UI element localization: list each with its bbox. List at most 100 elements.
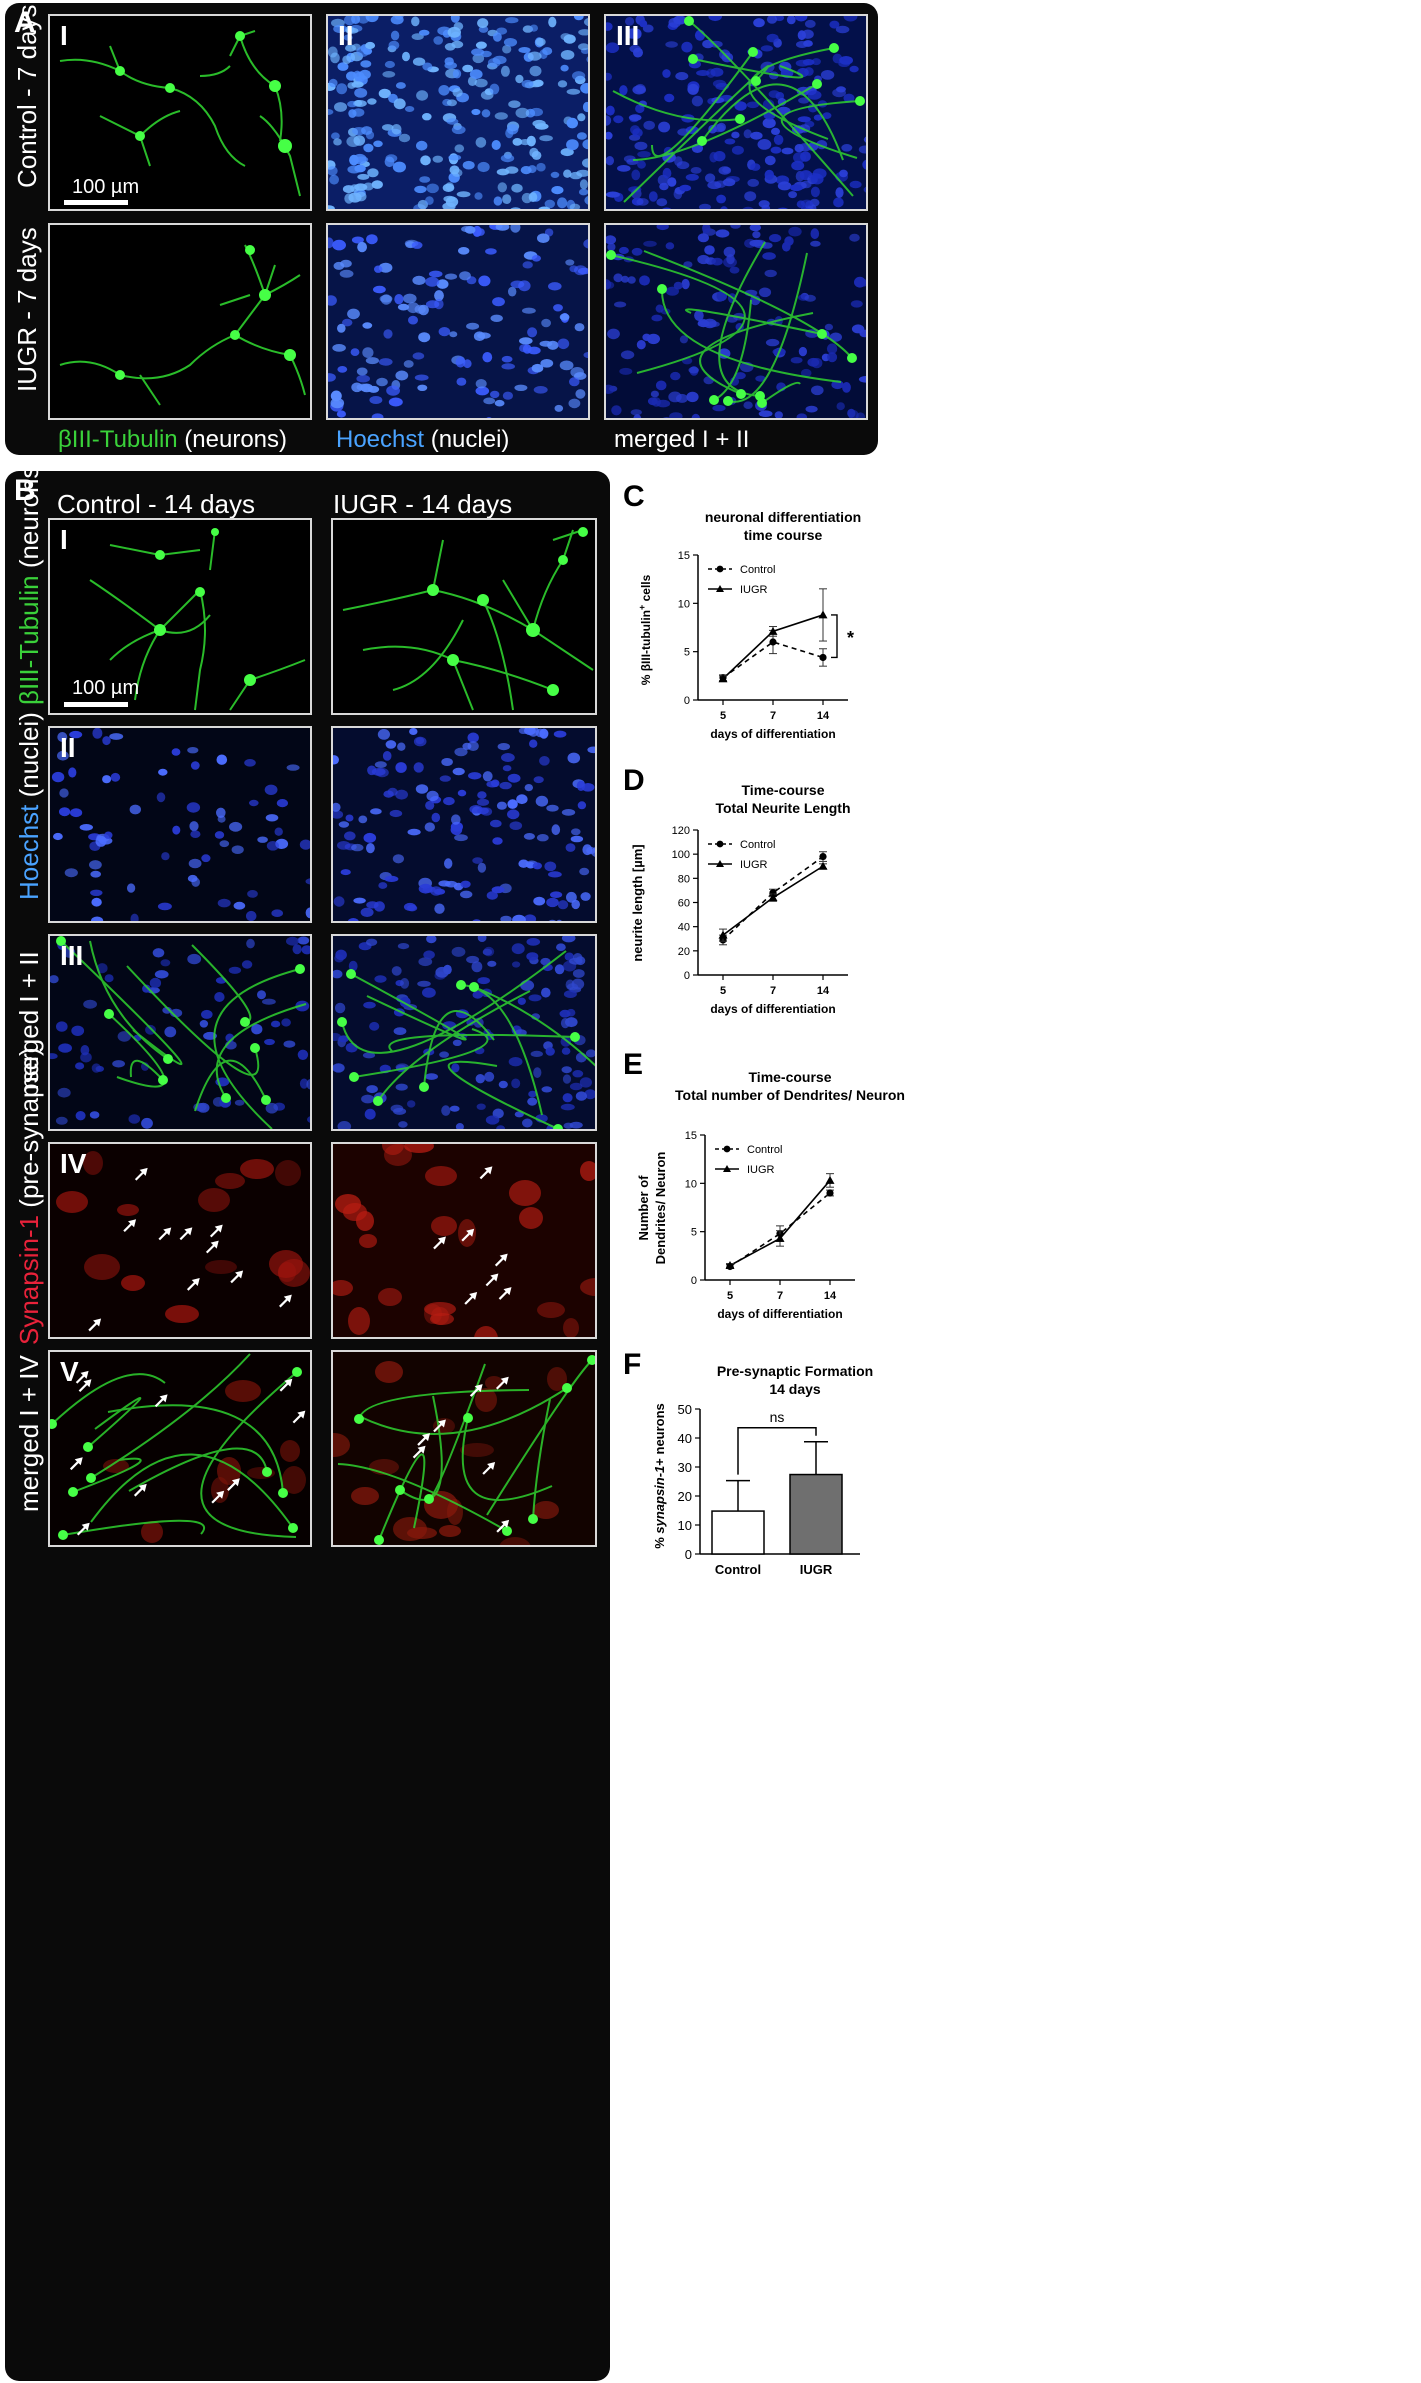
- nucleus-dot: [57, 1087, 71, 1098]
- nucleus-dot: [418, 332, 431, 343]
- neurite: [107, 1404, 284, 1494]
- nucleus-dot: [551, 824, 561, 836]
- soma: [83, 1442, 93, 1452]
- arrow-icon: [482, 1461, 496, 1475]
- nucleus-dot: [446, 118, 459, 125]
- nucleus-dot: [233, 901, 246, 910]
- nucleus-dot: [389, 809, 403, 818]
- nucleus-dot: [400, 978, 410, 989]
- nucleus-dot: [423, 950, 435, 960]
- legend-marker: [723, 1145, 731, 1153]
- nucleus-dot: [333, 802, 341, 812]
- nucleus-dot: [493, 32, 502, 42]
- nucleus-dot: [422, 113, 432, 121]
- nucleus-dot: [402, 51, 410, 62]
- soma: [288, 1523, 298, 1533]
- synapsin-blob: [580, 1278, 595, 1296]
- nucleus-dot: [685, 173, 699, 181]
- micrograph-b-iugr-merged: [331, 934, 597, 1131]
- arrow-icon: [158, 1227, 172, 1241]
- nucleus-dot: [438, 85, 450, 96]
- nucleus-dot: [836, 86, 846, 93]
- nucleus-dot: [535, 37, 546, 47]
- nucleus-dot: [494, 399, 505, 407]
- nucleus-dot: [637, 151, 651, 158]
- nucleus-dot: [656, 198, 668, 207]
- nucleus-dot: [483, 946, 495, 957]
- nucleus-dot: [393, 1027, 407, 1035]
- nucleus-dot: [777, 181, 792, 191]
- nucleus-dot: [548, 919, 556, 921]
- arrow-icon: [123, 1219, 137, 1233]
- nucleus-dot: [566, 88, 581, 95]
- nucleus-dot: [469, 69, 483, 80]
- nucleus-dot: [363, 143, 374, 153]
- chart-d-neurite-length: Time-course Total Neurite Length 0 20 40 60 80…: [630, 782, 851, 1016]
- nucleus-dot: [366, 938, 378, 946]
- nucleus-dot: [548, 871, 562, 878]
- nucleus-dot: [578, 29, 588, 36]
- nucleus-dot: [164, 1026, 177, 1038]
- neurite: [341, 950, 567, 1054]
- x-tick-label: 5: [720, 985, 726, 997]
- nucleus-dot: [455, 356, 466, 368]
- arrow-icon: [461, 1228, 475, 1242]
- nucleus-dot: [333, 810, 344, 819]
- nucleus-dot: [510, 225, 521, 233]
- nucleus-dot: [858, 145, 866, 154]
- nucleus-dot: [556, 943, 566, 951]
- numeral-b-iii: III: [60, 940, 84, 971]
- soma: [240, 1017, 250, 1027]
- nucleus-dot: [328, 295, 337, 306]
- nucleus-dot: [569, 203, 581, 209]
- scale-bar-a: [64, 200, 128, 205]
- arrow-icon: [133, 1483, 147, 1497]
- nucleus-dot: [189, 821, 199, 832]
- nucleus-dot: [392, 854, 404, 864]
- nucleus-dot: [679, 184, 692, 192]
- nucleus-dot: [392, 161, 406, 173]
- synapsin-blob: [460, 1443, 494, 1457]
- nucleus-dot: [507, 809, 520, 820]
- nucleus-dot: [201, 1009, 213, 1019]
- nucleus-dot: [676, 161, 690, 170]
- nucleus-dot: [426, 790, 439, 802]
- chart-title: Total Neurite Length: [715, 800, 850, 816]
- nucleus-dot: [723, 246, 736, 258]
- nucleus-dot: [510, 207, 521, 209]
- nucleus-dot: [466, 955, 480, 964]
- nucleus-dot: [557, 80, 568, 88]
- nucleus-dot: [556, 919, 562, 921]
- nucleus-dot: [161, 852, 170, 861]
- nucleus-dot: [637, 160, 646, 169]
- soma: [469, 982, 479, 992]
- nucleus-dot: [286, 764, 300, 771]
- nucleus-dot: [546, 897, 559, 908]
- neurite: [761, 381, 801, 404]
- nucleus-dot: [467, 741, 479, 751]
- nucleus-dot: [544, 861, 557, 872]
- nucleus-dot: [527, 327, 538, 338]
- nucleus-dot: [749, 239, 764, 247]
- nucleus-dot: [851, 324, 865, 334]
- nucleus-dot: [697, 254, 710, 265]
- nucleus-dot: [583, 351, 588, 359]
- nucleus-dot: [524, 784, 533, 792]
- nucleus-dot: [665, 242, 675, 250]
- nucleus-dot: [363, 1001, 376, 1009]
- nucleus-dot: [508, 1057, 523, 1067]
- nucleus-dot: [577, 801, 587, 810]
- nucleus-dot: [394, 294, 404, 305]
- nucleus-dot: [110, 772, 121, 782]
- nucleus-dot: [328, 237, 334, 249]
- nucleus-dot: [801, 29, 814, 39]
- nucleus-dot: [357, 241, 367, 253]
- nucleus-dot: [810, 186, 820, 198]
- arrow-icon: [76, 1522, 90, 1536]
- data-point-control: [819, 653, 827, 662]
- nucleus-dot: [388, 397, 403, 407]
- nucleus-dot: [458, 247, 470, 255]
- nucleus-dot: [570, 367, 584, 378]
- nucleus-dot: [454, 747, 468, 757]
- nucleus-dot: [606, 105, 615, 116]
